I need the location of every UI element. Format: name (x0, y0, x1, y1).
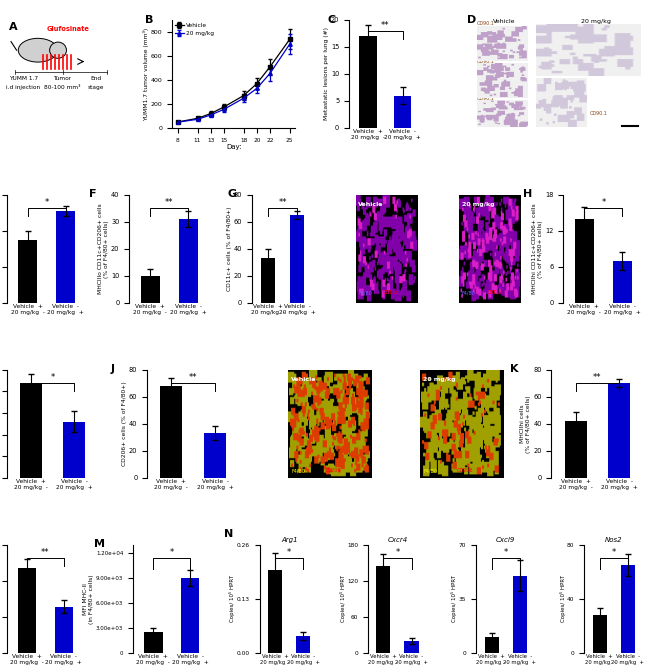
Y-axis label: CD11c+ cells (% of F4/80+): CD11c+ cells (% of F4/80+) (227, 206, 231, 291)
Bar (593, 615, 607, 653)
Text: F4/80: F4/80 (462, 290, 476, 295)
Bar (179, 219, 198, 303)
Text: M: M (94, 539, 105, 549)
Text: 80-100 mm³: 80-100 mm³ (44, 85, 81, 90)
Text: Vehicle: Vehicle (291, 378, 317, 382)
Bar (204, 433, 226, 478)
Bar (64, 422, 85, 478)
Bar (608, 384, 630, 478)
Text: **: ** (189, 373, 198, 382)
Y-axis label: Copies/ 10⁵ HPRT: Copies/ 10⁵ HPRT (339, 575, 346, 622)
Bar (376, 565, 391, 653)
Y-axis label: YUMM1.7 tumor volume (mm³): YUMM1.7 tumor volume (mm³) (142, 27, 149, 121)
Bar (565, 421, 586, 478)
Bar (621, 565, 635, 653)
Text: Tumor: Tumor (53, 77, 72, 81)
Text: *: * (44, 198, 49, 207)
Text: 20 mg/kg: 20 mg/kg (582, 19, 612, 24)
Text: F4/80: F4/80 (291, 468, 305, 474)
Y-axis label: MHCIIhi CD11c+CD206+ cells
(% of F4/80+ cells): MHCIIhi CD11c+CD206+ cells (% of F4/80+ … (532, 204, 543, 294)
Text: CD90.1: CD90.1 (477, 59, 495, 64)
Bar (181, 578, 200, 653)
Text: F4/80: F4/80 (358, 290, 372, 295)
Bar (18, 567, 36, 653)
Bar (613, 261, 632, 303)
Title: Cxcr4: Cxcr4 (387, 537, 408, 543)
Text: H: H (523, 190, 532, 200)
Y-axis label: MFI MHC-II
(in F4/80+ cells): MFI MHC-II (in F4/80+ cells) (83, 574, 94, 623)
Text: 20 mg/kg: 20 mg/kg (462, 202, 495, 207)
Y-axis label: MHCIIhi cells
(% of F4/80+ cells): MHCIIhi cells (% of F4/80+ cells) (520, 395, 531, 453)
Y-axis label: Metastatic lesions per lung (#): Metastatic lesions per lung (#) (324, 27, 329, 121)
Text: J: J (111, 364, 114, 374)
Text: N: N (224, 529, 233, 539)
Text: **: ** (381, 21, 389, 30)
Text: *: * (612, 547, 616, 557)
Bar (359, 36, 377, 128)
Ellipse shape (49, 42, 66, 59)
Bar (161, 386, 182, 478)
Text: Vehicle: Vehicle (358, 202, 384, 207)
Text: i.d injection: i.d injection (6, 85, 40, 90)
Ellipse shape (18, 39, 57, 62)
Bar (144, 632, 162, 653)
Text: End: End (90, 77, 101, 81)
Text: CD11c: CD11c (383, 290, 398, 295)
Text: Glufosinate: Glufosinate (47, 26, 90, 32)
Text: stage: stage (88, 85, 105, 90)
Bar (290, 215, 304, 303)
Y-axis label: Copies/ 10⁵ HPRT: Copies/ 10⁵ HPRT (560, 575, 566, 622)
Text: F4/80: F4/80 (423, 468, 437, 474)
Title: Arg1: Arg1 (281, 537, 298, 543)
Bar (484, 637, 499, 653)
Y-axis label: Copies/ 10⁵ HPRT: Copies/ 10⁵ HPRT (452, 575, 458, 622)
Text: CD206: CD206 (324, 468, 341, 474)
Bar (394, 95, 411, 128)
Bar (575, 219, 594, 303)
Bar (55, 607, 73, 653)
Text: 20 mg/kg: 20 mg/kg (423, 378, 456, 382)
Text: YUMM 1.7: YUMM 1.7 (8, 77, 38, 81)
Bar (261, 258, 276, 303)
Text: *: * (170, 547, 174, 557)
Y-axis label: MHCIIlo CD11c+CD206+ cells
(% of F4/80+ cells): MHCIIlo CD11c+CD206+ cells (% of F4/80+ … (98, 204, 109, 294)
Bar (20, 383, 42, 478)
Text: **: ** (278, 198, 287, 207)
Y-axis label: CD206+ cells (% of F4/80+): CD206+ cells (% of F4/80+) (122, 382, 127, 466)
Text: CD206: CD206 (456, 468, 473, 474)
Text: **: ** (41, 547, 49, 557)
Text: K: K (510, 364, 519, 374)
Bar (56, 211, 75, 303)
Text: Vehicle: Vehicle (493, 19, 515, 24)
Text: CD90.1: CD90.1 (477, 21, 495, 27)
Text: *: * (601, 198, 606, 207)
X-axis label: Day:: Day: (226, 144, 242, 150)
Text: CD11c: CD11c (486, 290, 502, 295)
Text: **: ** (593, 373, 602, 382)
Text: *: * (287, 547, 291, 557)
Text: *: * (504, 547, 508, 557)
Bar (18, 240, 37, 303)
Legend: Vehicle, 20 mg/kg: Vehicle, 20 mg/kg (175, 23, 214, 36)
Bar (268, 569, 282, 653)
Text: CD90.1: CD90.1 (590, 111, 608, 116)
Text: C: C (327, 15, 335, 25)
Bar (404, 641, 419, 653)
Bar (296, 636, 310, 653)
Text: D: D (467, 15, 476, 25)
Text: CD90.1: CD90.1 (477, 96, 495, 101)
Text: G: G (227, 190, 237, 200)
Bar (513, 575, 526, 653)
Text: B: B (145, 15, 153, 25)
Bar (140, 276, 160, 303)
Text: F: F (89, 190, 97, 200)
Text: *: * (395, 547, 400, 557)
Title: Nos2: Nos2 (605, 537, 623, 543)
Text: **: ** (165, 198, 174, 207)
Text: A: A (8, 22, 18, 32)
Title: Cxcl9: Cxcl9 (496, 537, 515, 543)
Y-axis label: Copies/ 10⁵ HPRT: Copies/ 10⁵ HPRT (229, 575, 235, 622)
Text: *: * (51, 373, 55, 382)
